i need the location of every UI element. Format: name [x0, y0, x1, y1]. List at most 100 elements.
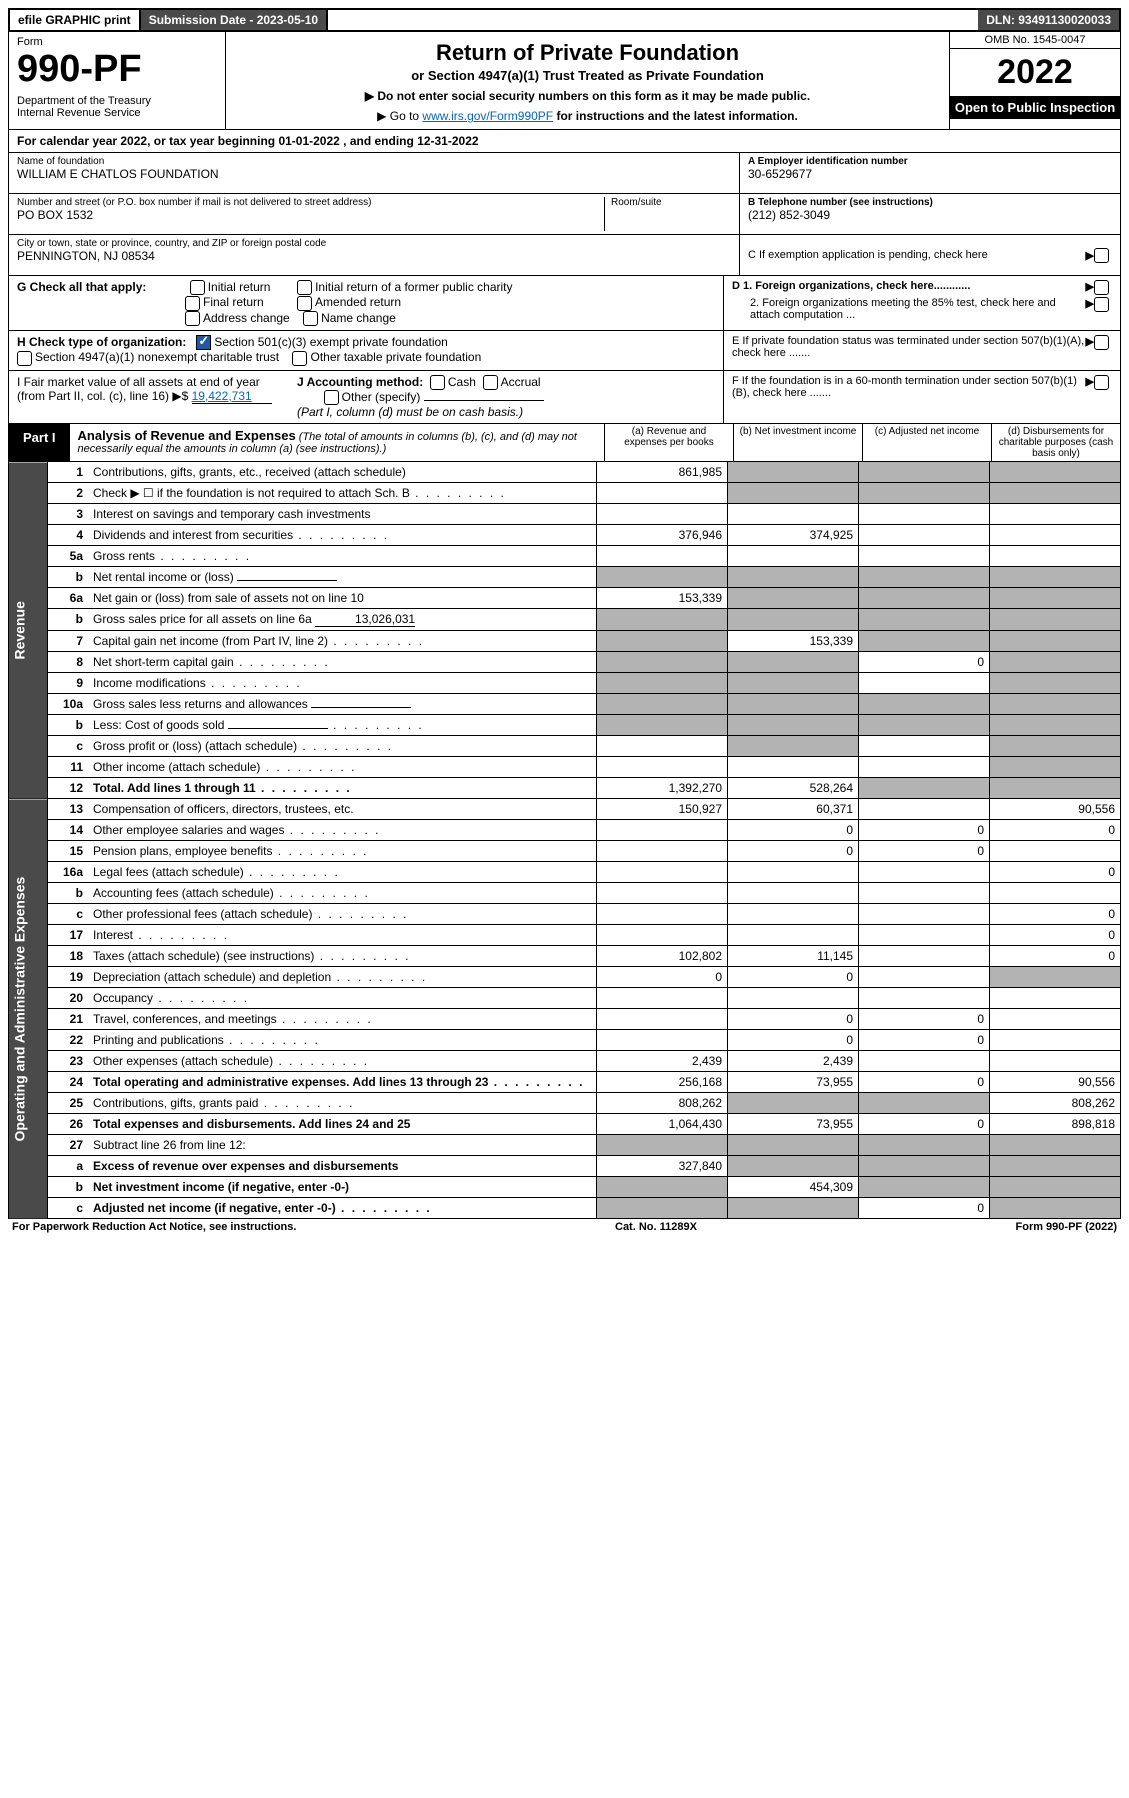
chk-amended[interactable]	[297, 296, 312, 311]
line-num: 14	[48, 820, 89, 841]
ein-label: A Employer identification number	[748, 156, 1112, 167]
chk-501c3[interactable]	[196, 335, 211, 350]
chk-initial[interactable]	[190, 280, 205, 295]
side-label: Operating and Administrative Expenses	[9, 799, 48, 1219]
fmv-value[interactable]: 19,422,731	[192, 389, 272, 404]
cell-a: 1,064,430	[597, 1114, 728, 1135]
cell-c	[859, 925, 990, 946]
cell-b	[728, 504, 859, 525]
c-label: C If exemption application is pending, c…	[748, 249, 1086, 261]
cell-a	[597, 715, 728, 736]
e-checkbox[interactable]	[1094, 335, 1109, 350]
line-desc: Net gain or (loss) from sale of assets n…	[88, 588, 597, 609]
cell-b	[728, 757, 859, 778]
cell-dd: 0	[990, 946, 1121, 967]
chk-other-tax[interactable]	[292, 351, 307, 366]
irs-link[interactable]: www.irs.gov/Form990PF	[422, 109, 553, 123]
cell-dd: 0	[990, 904, 1121, 925]
city: PENNINGTON, NJ 08534	[17, 249, 731, 263]
form-subtitle: or Section 4947(a)(1) Trust Treated as P…	[234, 68, 941, 83]
d2-checkbox[interactable]	[1094, 297, 1109, 312]
cell-dd	[990, 883, 1121, 904]
cell-dd: 0	[990, 820, 1121, 841]
form-number: 990-PF	[17, 48, 217, 91]
cell-dd	[990, 652, 1121, 673]
cell-dd	[990, 1135, 1121, 1156]
cell-dd	[990, 988, 1121, 1009]
cell-b	[728, 609, 859, 631]
cell-a: 861,985	[597, 462, 728, 483]
line-desc: Accounting fees (attach schedule)	[88, 883, 597, 904]
e-section: E If private foundation status was termi…	[723, 331, 1120, 370]
chk-name[interactable]	[303, 311, 318, 326]
cell-a	[597, 504, 728, 525]
cell-c	[859, 967, 990, 988]
line-num: 4	[48, 525, 89, 546]
address: PO BOX 1532	[17, 208, 604, 222]
cell-b: 73,955	[728, 1114, 859, 1135]
line-desc: Other expenses (attach schedule)	[88, 1051, 597, 1072]
line-desc: Net short-term capital gain	[88, 652, 597, 673]
d1-checkbox[interactable]	[1094, 280, 1109, 295]
chk-other-method[interactable]	[324, 390, 339, 405]
efile-label[interactable]: efile GRAPHIC print	[10, 10, 141, 30]
line-num: c	[48, 1198, 89, 1219]
cell-c	[859, 462, 990, 483]
chk-initial-former[interactable]	[297, 280, 312, 295]
cell-dd	[990, 673, 1121, 694]
line-desc: Depreciation (attach schedule) and deple…	[88, 967, 597, 988]
line-num: 7	[48, 631, 89, 652]
cell-a	[597, 567, 728, 588]
cell-c: 0	[859, 1198, 990, 1219]
line-num: 18	[48, 946, 89, 967]
line-num: b	[48, 883, 89, 904]
cell-dd	[990, 778, 1121, 799]
cell-a: 808,262	[597, 1093, 728, 1114]
chk-address[interactable]	[185, 311, 200, 326]
c-checkbox[interactable]	[1094, 248, 1109, 263]
line-num: 23	[48, 1051, 89, 1072]
cell-c: 0	[859, 1009, 990, 1030]
line-desc: Total operating and administrative expen…	[88, 1072, 597, 1093]
cell-dd: 90,556	[990, 799, 1121, 820]
cell-c	[859, 904, 990, 925]
cell-c	[859, 588, 990, 609]
chk-cash[interactable]	[430, 375, 445, 390]
chk-accrual[interactable]	[483, 375, 498, 390]
cell-b	[728, 736, 859, 757]
chk-4947[interactable]	[17, 351, 32, 366]
cell-a	[597, 694, 728, 715]
cell-b	[728, 546, 859, 567]
d-section: D 1. Foreign organizations, check here..…	[723, 276, 1120, 330]
g-section: G Check all that apply: Initial return I…	[9, 276, 723, 330]
form-word: Form	[17, 36, 217, 48]
cell-b	[728, 673, 859, 694]
line-num: 3	[48, 504, 89, 525]
line-desc: Adjusted net income (if negative, enter …	[88, 1198, 597, 1219]
cell-dd: 0	[990, 862, 1121, 883]
department: Department of the Treasury Internal Reve…	[17, 95, 217, 119]
line-desc: Gross sales price for all assets on line…	[88, 609, 597, 631]
f-checkbox[interactable]	[1094, 375, 1109, 390]
line-num: 25	[48, 1093, 89, 1114]
line-desc: Gross profit or (loss) (attach schedule)	[88, 736, 597, 757]
cell-b	[728, 483, 859, 504]
cell-c	[859, 504, 990, 525]
cell-dd	[990, 715, 1121, 736]
line-desc: Printing and publications	[88, 1030, 597, 1051]
line-desc: Occupancy	[88, 988, 597, 1009]
line-desc: Gross sales less returns and allowances	[88, 694, 597, 715]
line-desc: Net rental income or (loss)	[88, 567, 597, 588]
cell-b: 11,145	[728, 946, 859, 967]
cell-b: 0	[728, 1030, 859, 1051]
cell-c	[859, 483, 990, 504]
cell-c	[859, 715, 990, 736]
cell-b	[728, 1093, 859, 1114]
cell-c	[859, 946, 990, 967]
chk-final[interactable]	[185, 296, 200, 311]
cell-c	[859, 757, 990, 778]
cell-dd	[990, 1156, 1121, 1177]
cell-a	[597, 609, 728, 631]
line-num: 15	[48, 841, 89, 862]
cell-a	[597, 904, 728, 925]
